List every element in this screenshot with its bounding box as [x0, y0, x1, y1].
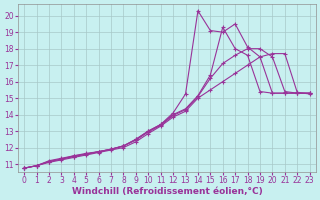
X-axis label: Windchill (Refroidissement éolien,°C): Windchill (Refroidissement éolien,°C)	[72, 187, 262, 196]
